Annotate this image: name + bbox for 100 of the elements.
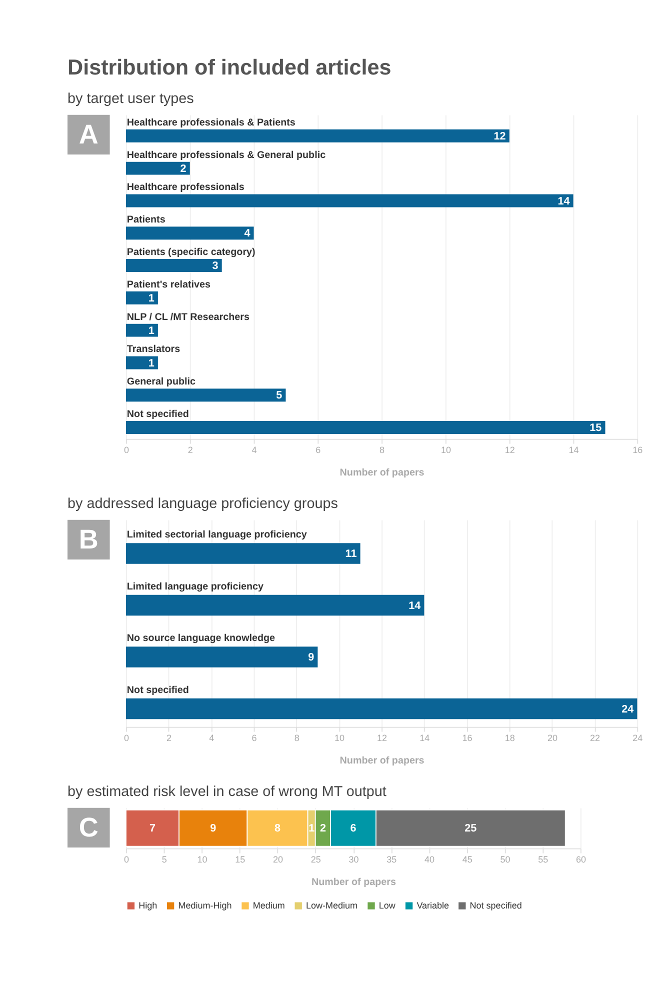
y-tick-label: Limited sectorial language proficiency: [126, 530, 308, 541]
x-tick-label: 8: [294, 732, 300, 743]
x-tick-label: 10: [197, 854, 208, 864]
data-label: 15: [590, 422, 602, 434]
x-tick-label: 12: [504, 444, 515, 455]
y-tick-label: Limited language proficiency: [126, 581, 264, 592]
chart-subtitle: by estimated risk level in case of wrong MT output: [68, 784, 386, 800]
data-label: 2: [180, 162, 186, 175]
y-tick-label: No source language knowledge: [126, 633, 276, 644]
y-tick-label: NLP / CL /MT Researchers: [126, 312, 250, 323]
bar: [126, 291, 158, 304]
x-tick-label: 8: [380, 444, 385, 455]
y-tick-label: General public: [126, 376, 196, 388]
text: C: [78, 812, 98, 843]
bar: [126, 162, 190, 175]
x-tick-label: 5: [162, 854, 167, 864]
bar: [126, 543, 360, 564]
legend-label: Low-Medium: [306, 900, 358, 911]
x-tick-label: 30: [348, 854, 359, 864]
data-label: 9: [210, 822, 216, 835]
data-label: 6: [350, 822, 356, 835]
x-tick-label: 2: [166, 732, 172, 743]
data-label: 7: [150, 822, 156, 835]
x-tick-label: 25: [310, 854, 321, 864]
x-tick-label: 2: [188, 444, 193, 455]
chart-subtitle: by addressed language proficiency groups: [68, 496, 338, 512]
x-tick-label: 10: [440, 444, 451, 455]
x-tick-label: 45: [462, 854, 472, 864]
data-label: 12: [494, 130, 506, 143]
legend-label: Medium: [252, 900, 285, 911]
x-tick-label: 6: [252, 732, 257, 743]
x-tick-label: 40: [424, 854, 434, 864]
data-label: 9: [308, 652, 314, 664]
x-tick-label: 14: [568, 444, 579, 455]
y-tick-label: Translators: [126, 344, 181, 356]
bar: [126, 594, 424, 616]
bar: [126, 356, 158, 370]
y-tick-label: Healthcare professionals: [126, 182, 245, 194]
x-tick-label: 0: [124, 444, 129, 455]
y-tick-label: Healthcare professionals & General public: [126, 150, 326, 161]
data-label: 14: [408, 600, 421, 612]
y-tick-label: Patients: [126, 214, 166, 226]
x-tick-label: 14: [420, 732, 430, 743]
x-tick-label: 4: [209, 732, 214, 743]
x-tick-label: 16: [462, 732, 472, 743]
data-label: 11: [345, 548, 357, 560]
x-tick-label: 6: [316, 444, 321, 455]
bar: [126, 324, 158, 337]
x-axis-title: Number of papers: [311, 876, 396, 888]
x-tick-label: 0: [124, 854, 129, 864]
x-tick-label: 10: [334, 732, 344, 743]
x-axis-title: Number of papers: [340, 467, 425, 478]
x-tick-label: 16: [632, 444, 643, 455]
data-label: 1: [308, 822, 315, 835]
bar: [126, 698, 638, 720]
y-tick-label: Not specified: [126, 408, 189, 420]
x-tick-label: 24: [632, 732, 643, 743]
x-tick-label: 55: [538, 854, 548, 864]
x-tick-label: 20: [547, 732, 558, 743]
legend-label: Variable: [416, 900, 450, 911]
data-label: 5: [276, 390, 282, 402]
data-label: 4: [244, 228, 250, 240]
data-label: 1: [148, 292, 154, 305]
x-tick-label: 35: [386, 854, 397, 864]
data-label: 2: [320, 822, 326, 835]
data-label: 25: [464, 822, 477, 835]
bar: [126, 646, 318, 668]
data-label: 1: [148, 324, 154, 337]
bar: [126, 421, 606, 434]
x-tick-label: 0: [124, 732, 129, 743]
chart-subtitle: by target user types: [68, 91, 194, 108]
x-tick-label: 60: [576, 854, 586, 864]
bar: [126, 194, 574, 208]
x-tick-label: 50: [500, 854, 510, 864]
y-tick-label: Not specified: [126, 684, 189, 696]
bar: [126, 259, 222, 272]
data-label: 1: [148, 357, 154, 370]
data-label: 24: [622, 703, 634, 716]
legend-label: Medium-High: [178, 900, 232, 911]
data-label: 3: [212, 260, 218, 272]
y-tick-label: Patient's relatives: [126, 279, 211, 290]
data-label: 8: [274, 822, 280, 835]
bar: [126, 388, 286, 402]
y-tick-label: Patients (specific category): [126, 246, 256, 258]
bar: [126, 226, 254, 240]
text: A: [78, 120, 98, 150]
x-tick-label: 20: [272, 854, 283, 864]
x-tick-label: 22: [590, 732, 600, 743]
legend-label: Low: [378, 900, 396, 911]
y-tick-label: Healthcare professionals & Patients: [126, 117, 296, 128]
x-tick-label: 4: [252, 444, 257, 455]
legend-label: Not specified: [470, 900, 522, 911]
bar: [126, 129, 510, 142]
text: B: [78, 524, 98, 555]
legend-label: High: [138, 900, 158, 911]
x-tick-label: 18: [504, 732, 515, 743]
data-label: 14: [558, 195, 570, 208]
x-axis-title: Number of papers: [340, 755, 425, 766]
chart-title: Distribution of included articles: [68, 54, 392, 80]
x-tick-label: 12: [377, 732, 388, 743]
